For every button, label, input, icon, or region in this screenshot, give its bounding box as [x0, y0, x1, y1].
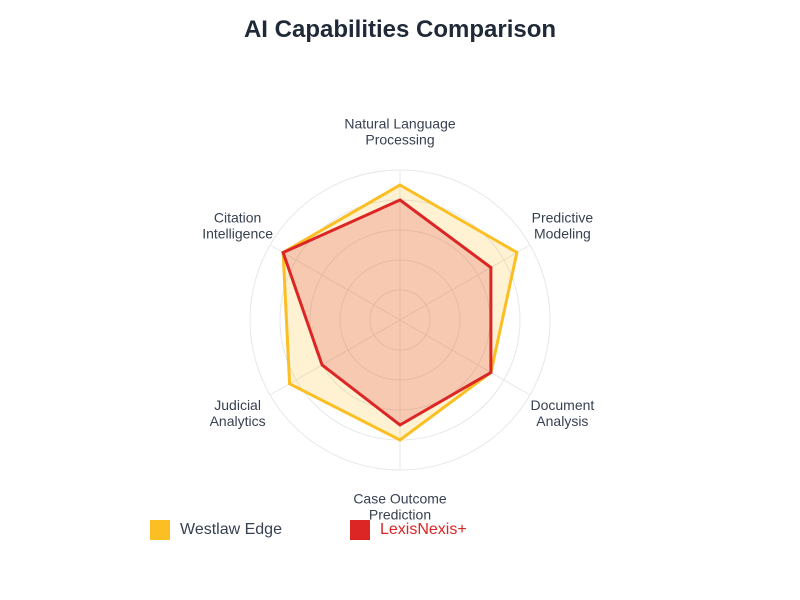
axis-label: Predictive Modeling — [532, 209, 594, 241]
axis-label: Document Analysis — [530, 397, 594, 429]
axis-label: Natural Language Processing — [344, 116, 456, 148]
legend-swatch-lexisnexis — [350, 520, 370, 540]
legend-item-westlaw: Westlaw Edge — [150, 520, 282, 540]
legend-label-lexisnexis: LexisNexis+ — [380, 521, 467, 538]
series-area-lexisnexis — [281, 198, 493, 427]
axis-label: Judicial Analytics — [210, 397, 266, 429]
grid-spoke — [399, 244, 531, 321]
legend-item-lexisnexis: LexisNexis+ — [350, 520, 467, 540]
legend-label-westlaw: Westlaw Edge — [180, 521, 282, 538]
grid-spoke — [399, 319, 531, 396]
axis-label: Case Outcome Prediction — [353, 491, 447, 523]
grid-spoke — [269, 319, 401, 396]
axis-label: Citation Intelligence — [202, 209, 273, 241]
legend-swatch-westlaw — [150, 520, 170, 540]
chart-title: AI Capabilities Comparison — [243, 16, 557, 43]
grid-spoke — [269, 244, 401, 321]
